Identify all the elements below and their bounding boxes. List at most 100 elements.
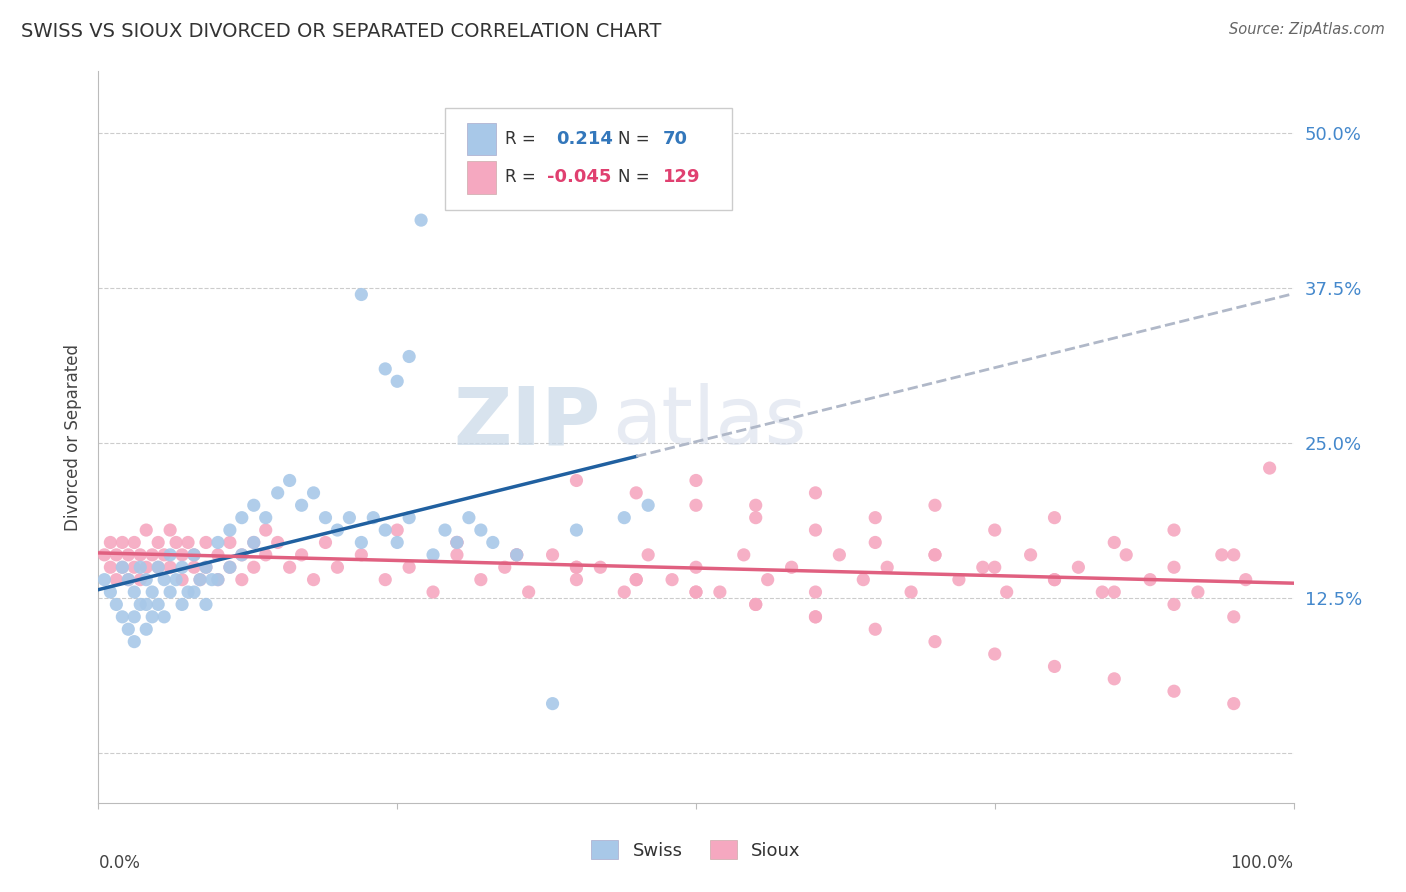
Text: SWISS VS SIOUX DIVORCED OR SEPARATED CORRELATION CHART: SWISS VS SIOUX DIVORCED OR SEPARATED COR… xyxy=(21,22,661,41)
Point xyxy=(1234,573,1257,587)
Point xyxy=(254,510,277,524)
FancyBboxPatch shape xyxy=(446,108,733,211)
Point xyxy=(105,598,128,612)
Point xyxy=(135,523,157,537)
Point xyxy=(172,598,194,612)
Point xyxy=(517,585,540,599)
Point xyxy=(117,622,139,636)
Point xyxy=(780,560,803,574)
Point xyxy=(243,498,266,512)
Point xyxy=(124,585,146,599)
Point xyxy=(565,560,588,574)
Point xyxy=(924,498,946,512)
Point xyxy=(98,535,122,549)
Point xyxy=(172,560,194,574)
Point xyxy=(326,523,349,537)
Point xyxy=(188,573,211,587)
Point xyxy=(183,560,205,574)
Point xyxy=(254,523,277,537)
Point xyxy=(141,585,163,599)
Point xyxy=(111,610,134,624)
Point xyxy=(481,535,505,549)
Point xyxy=(1043,659,1066,673)
FancyBboxPatch shape xyxy=(467,161,496,194)
Point xyxy=(117,573,139,587)
Text: atlas: atlas xyxy=(613,384,807,461)
Point xyxy=(219,560,242,574)
Point xyxy=(470,573,492,587)
Point xyxy=(626,573,648,587)
Point xyxy=(506,548,529,562)
Point xyxy=(709,585,731,599)
Point xyxy=(267,486,290,500)
Point xyxy=(995,585,1018,599)
Point xyxy=(135,598,157,612)
Point xyxy=(685,585,707,599)
Point xyxy=(948,573,970,587)
Point xyxy=(159,548,181,562)
Point xyxy=(159,523,181,537)
Point xyxy=(924,634,946,648)
Point xyxy=(1043,510,1066,524)
Point xyxy=(135,573,157,587)
Point xyxy=(129,598,152,612)
Point xyxy=(1211,548,1233,562)
Point xyxy=(302,573,325,587)
Point xyxy=(148,598,170,612)
Point xyxy=(105,548,128,562)
Point xyxy=(385,523,409,537)
Point xyxy=(98,585,122,599)
Point xyxy=(231,573,253,587)
Point xyxy=(1163,598,1185,612)
Point xyxy=(1163,523,1185,537)
Point xyxy=(231,548,253,562)
Point xyxy=(398,350,420,364)
Point xyxy=(385,535,409,549)
Point xyxy=(129,560,152,574)
Point xyxy=(685,498,707,512)
Point xyxy=(411,213,433,227)
Point xyxy=(685,560,707,574)
Point xyxy=(291,548,314,562)
Point xyxy=(315,510,337,524)
Point xyxy=(1223,697,1246,711)
Point xyxy=(984,523,1007,537)
Point xyxy=(195,535,218,549)
Point xyxy=(291,498,314,512)
Point xyxy=(804,523,827,537)
Point xyxy=(278,474,301,488)
Text: 100.0%: 100.0% xyxy=(1230,854,1294,872)
Point xyxy=(446,535,468,549)
Point xyxy=(93,548,115,562)
Point xyxy=(745,598,768,612)
Point xyxy=(828,548,851,562)
Point xyxy=(111,560,134,574)
Point xyxy=(1091,585,1114,599)
Point xyxy=(153,548,176,562)
Point xyxy=(1019,548,1042,562)
Point xyxy=(124,560,146,574)
Point xyxy=(685,474,707,488)
Point xyxy=(207,535,229,549)
Point xyxy=(183,548,205,562)
Point xyxy=(243,535,266,549)
Point xyxy=(231,510,253,524)
Point xyxy=(613,510,636,524)
Point xyxy=(637,498,659,512)
Point xyxy=(1223,610,1246,624)
Point xyxy=(804,486,827,500)
Point xyxy=(458,510,481,524)
Point xyxy=(1104,672,1126,686)
Point xyxy=(350,287,373,301)
Point xyxy=(267,535,290,549)
Point xyxy=(302,486,325,500)
Point xyxy=(195,560,218,574)
Point xyxy=(315,535,337,549)
Point xyxy=(446,548,468,562)
Point xyxy=(117,573,139,587)
Text: 129: 129 xyxy=(662,169,700,186)
Point xyxy=(207,573,229,587)
Point xyxy=(219,535,242,549)
Point xyxy=(626,573,648,587)
Point xyxy=(422,548,444,562)
